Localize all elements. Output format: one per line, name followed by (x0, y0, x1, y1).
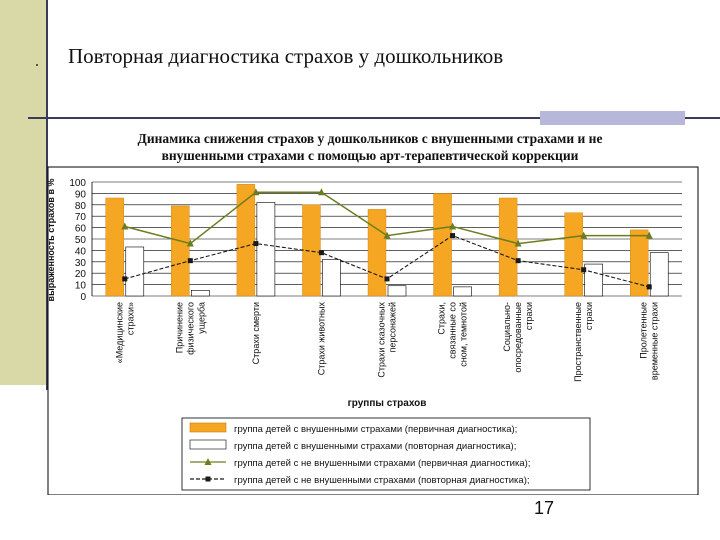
bar-primary-suggested (105, 197, 124, 297)
bar-primary-suggested (302, 204, 321, 297)
category-label: Социально-опосредованные страхи (502, 302, 534, 373)
y-tick-label: 70 (75, 212, 87, 223)
bar-primary-suggested (433, 193, 452, 297)
category-label-line: «Медицинские (114, 302, 124, 363)
category-label-line: страхи» (125, 302, 135, 335)
legend-entry-label: группа детей с не внушенными страхами (п… (234, 475, 530, 486)
marker-primary-nonsuggested (514, 239, 522, 247)
category-label-line: временные страхи (650, 302, 660, 380)
category-label: Страхи, связанные со сном, темнотой (437, 302, 469, 367)
bar-primary-suggested (630, 229, 649, 297)
bar-repeat-suggested (125, 246, 145, 297)
y-tick-label: 20 (75, 269, 87, 280)
decorative-side-band (0, 0, 46, 385)
marker-primary-nonsuggested (317, 188, 325, 196)
y-tick-label: 30 (75, 258, 87, 269)
decorative-dot (36, 64, 38, 66)
bar-primary-suggested (498, 197, 518, 297)
legend-box (181, 417, 591, 491)
marker-primary-nonsuggested (645, 231, 653, 239)
y-tick-label: 50 (75, 235, 87, 246)
decorative-horizontal-rule (28, 117, 720, 119)
category-label: Пространственные страхи (573, 302, 594, 382)
category-label-line: Причинение (174, 302, 184, 353)
category-label: Страхи смерти (251, 302, 261, 364)
marker-primary-nonsuggested (449, 222, 457, 230)
x-axis-title: группы страхов (348, 398, 427, 409)
marker-primary-nonsuggested (383, 231, 391, 239)
y-axis-title: выраженность страхов в % (46, 179, 56, 302)
category-label-line: ущерба (196, 302, 206, 334)
slide-title: Повторная диагностика страхов у дошкольн… (68, 44, 504, 68)
marker-primary-nonsuggested (580, 231, 588, 239)
legend-entry-label: группа детей с не внушенными страхами (п… (234, 458, 530, 469)
chart-title: Динамика снижения страхов у дошкольников… (60, 130, 680, 164)
category-label-line: Пространственные (573, 302, 583, 382)
chart-title-line-2: внушенными страхами с помощью арт-терапе… (161, 148, 579, 163)
marker-primary-nonsuggested (252, 188, 260, 196)
marker-repeat-nonsuggested (450, 233, 456, 239)
chart-title-line-1: Динамика снижения страхов у дошкольников… (137, 131, 603, 146)
y-tick-label: 100 (69, 178, 86, 189)
bar-repeat-suggested (453, 286, 472, 297)
legend-entry-label: группа детей с внушенными страхами (повт… (234, 441, 516, 452)
marker-repeat-nonsuggested (384, 276, 390, 282)
bar-primary-suggested (367, 209, 387, 297)
legend-marker (204, 458, 212, 465)
bar-repeat-suggested (584, 263, 603, 297)
marker-repeat-nonsuggested (515, 258, 521, 264)
category-label-line: Пролетенные (639, 302, 649, 359)
page-number: 17 (534, 498, 555, 518)
category-label-line: опосредованные (513, 302, 523, 373)
category-label-line: страхи (584, 302, 594, 330)
y-tick-label: 10 (75, 281, 87, 292)
y-tick-label: 60 (75, 224, 87, 235)
marker-repeat-nonsuggested (581, 267, 587, 273)
category-label: Страхи животных (316, 302, 326, 376)
y-tick-label: 80 (75, 201, 87, 212)
category-label-line: Страхи смерти (251, 302, 261, 364)
bar-primary-suggested (236, 184, 256, 297)
chart-frame (47, 166, 699, 495)
bar-repeat-suggested (256, 202, 276, 297)
marker-primary-nonsuggested (186, 239, 194, 247)
category-label: Причинение физического ущерба (174, 302, 206, 355)
bar-primary-suggested (564, 212, 583, 297)
marker-repeat-nonsuggested (318, 250, 324, 256)
marker-repeat-nonsuggested (122, 276, 128, 282)
y-tick-label: 40 (75, 246, 87, 257)
bar-repeat-suggested (387, 285, 407, 297)
category-label-line: страхи (524, 302, 534, 330)
decorative-vertical-rule (46, 0, 48, 390)
category-label-line: физического (185, 302, 195, 355)
decorative-accent-block (540, 111, 685, 125)
category-label-line: связанные со (448, 302, 458, 359)
category-label-line: Страхи, (437, 302, 447, 335)
marker-repeat-nonsuggested (187, 258, 193, 264)
category-label-line: Страхи животных (316, 302, 326, 376)
y-tick-label: 90 (75, 189, 87, 200)
legend-entry-label: группа детей с внушенными страхами (перв… (234, 424, 517, 435)
category-label: Страхи сказочных персонажей (377, 302, 398, 378)
category-label: Пролетенные временные страхи (639, 302, 660, 380)
legend-marker (205, 476, 211, 482)
bar-primary-suggested (171, 205, 190, 297)
legend-swatch (189, 439, 227, 450)
marker-primary-nonsuggested (121, 222, 129, 230)
bar-repeat-suggested (322, 259, 341, 297)
legend-swatch (189, 422, 227, 433)
category-label-line: сном, темнотой (459, 302, 469, 367)
category-label-line: Социально- (502, 302, 512, 352)
category-label-line: персонажей (388, 302, 398, 353)
category-label-line: Страхи сказочных (377, 302, 387, 378)
y-tick-label: 0 (80, 292, 86, 303)
category-label: «Медицинские страхи» (114, 302, 135, 363)
bar-repeat-suggested (191, 290, 210, 297)
marker-repeat-nonsuggested (646, 284, 652, 290)
bar-repeat-suggested (649, 252, 669, 297)
marker-repeat-nonsuggested (253, 241, 259, 247)
